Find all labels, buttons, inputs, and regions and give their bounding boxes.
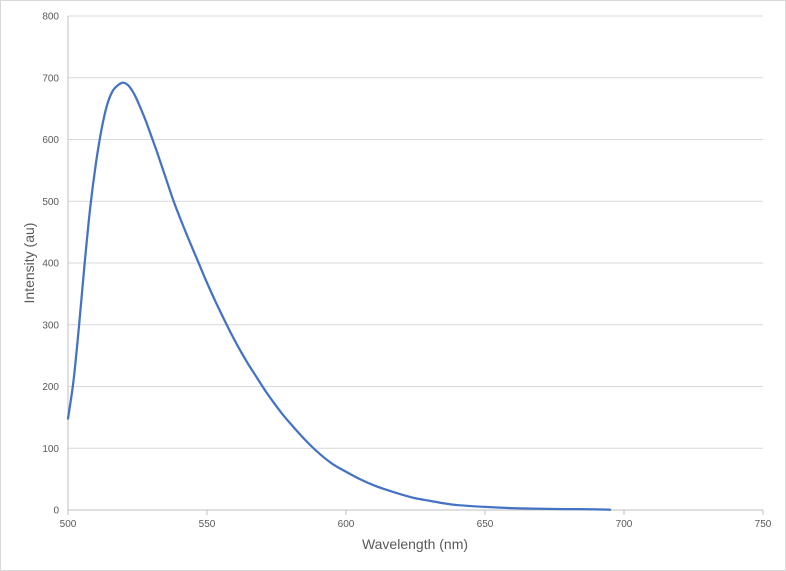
y-tick-label: 0 [53,506,59,517]
x-tick-label: 600 [338,519,355,530]
x-tick-label: 750 [755,519,772,530]
y-tick-label: 800 [42,12,59,23]
y-tick-label: 400 [42,259,59,270]
y-tick-labels: 0 100 200 300 400 500 600 700 800 [42,12,59,517]
x-tick-label: 700 [616,519,633,530]
y-tick-label: 100 [42,444,59,455]
y-tick-label: 600 [42,135,59,146]
x-tick-label: 500 [60,519,77,530]
x-axis-title: Wavelength (nm) [362,536,468,552]
x-tick-labels: 500 550 600 650 700 750 [60,519,772,530]
x-tick-label: 550 [199,519,216,530]
y-axis-title: Intensity (au) [21,223,37,304]
series-line [66,81,612,511]
series-lines [66,81,612,511]
gridlines [67,15,764,515]
y-tick-label: 700 [42,73,59,84]
y-tick-label: 500 [42,197,59,208]
x-tick-label: 650 [477,519,494,530]
y-tick-label: 300 [42,320,59,331]
y-tick-label: 200 [42,382,59,393]
